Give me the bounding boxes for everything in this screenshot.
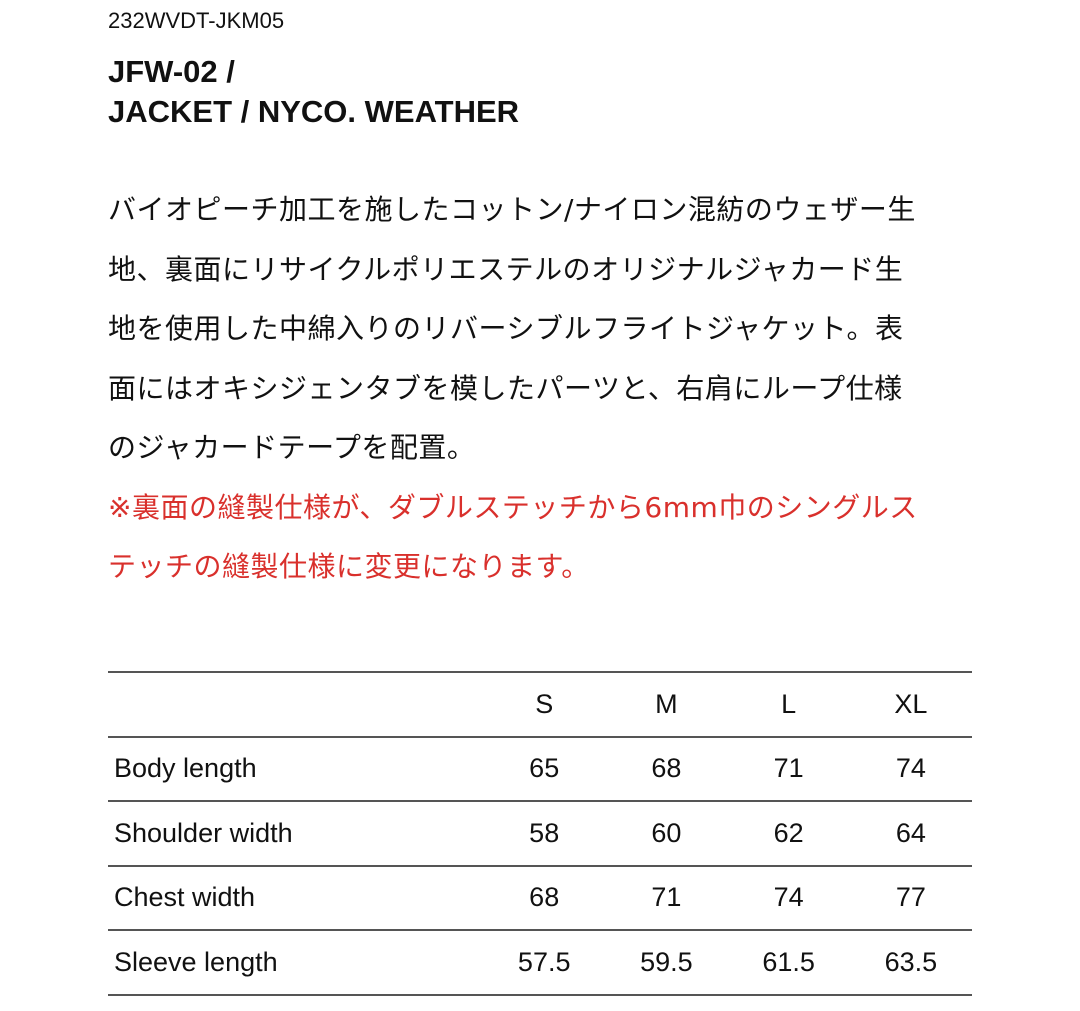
measurement-label: Shoulder width xyxy=(108,801,484,867)
size-row: Chest width 68 71 74 77 xyxy=(108,865,972,931)
description-line: 地、裏面にリサイクルポリエステルのオリジナルジャカード生 xyxy=(108,252,904,286)
description-line: 地を使用した中綿入りのリバーシブルフライトジャケット。表 xyxy=(108,312,904,345)
size-row: Sleeve length 57.5 59.5 61.5 63.5 xyxy=(108,930,972,996)
product-description: バイオピーチ加工を施したコットン/ナイロン混紡のウェザー生 地、裏面にリサイクル… xyxy=(108,180,918,597)
size-header-cell: XL xyxy=(849,671,972,738)
measurement-value: 68 xyxy=(605,736,728,802)
size-table: S M L XL Body length 65 68 71 74 Shoulder width 58… xyxy=(108,671,972,996)
measurement-label: Sleeve length xyxy=(108,930,484,996)
measurement-value: 58 xyxy=(483,801,606,867)
measurement-value: 63.5 xyxy=(849,930,972,996)
title-line: JFW-02 / xyxy=(108,54,235,89)
measurement-value: 71 xyxy=(727,736,850,802)
size-header-cell xyxy=(108,671,484,738)
measurement-label: Chest width xyxy=(108,865,484,931)
measurement-value: 64 xyxy=(849,801,972,867)
size-header-cell: L xyxy=(727,671,850,738)
measurement-value: 71 xyxy=(605,865,728,931)
product-title: JFW-02 / JACKET / NYCO. WEATHER xyxy=(108,52,519,132)
title-line: JACKET / NYCO. WEATHER xyxy=(108,94,520,129)
description-line: 面にはオキシジェンタブを模したパーツと、右肩にループ仕様 xyxy=(108,371,903,405)
size-header-cell: M xyxy=(605,671,728,738)
measurement-value: 74 xyxy=(727,865,850,931)
size-row: Shoulder width 58 60 62 64 xyxy=(108,801,972,867)
measurement-value: 74 xyxy=(849,736,972,802)
description-line: バイオピーチ加工を施したコットン/ナイロン混紡のウェザー生 xyxy=(108,193,916,226)
measurement-value: 68 xyxy=(483,865,606,931)
measurement-value: 65 xyxy=(483,736,606,802)
notice-line: テッチの縫製仕様に変更になります。 xyxy=(108,550,590,583)
measurement-label: Body length xyxy=(108,736,484,802)
measurement-value: 62 xyxy=(727,801,850,867)
measurement-value: 60 xyxy=(605,801,728,867)
size-header-cell: S xyxy=(483,671,606,738)
measurement-value: 59.5 xyxy=(605,930,728,996)
measurement-value: 77 xyxy=(849,865,972,931)
product-code: 232WVDT-JKM05 xyxy=(108,8,285,33)
size-row: Body length 65 68 71 74 xyxy=(108,736,972,802)
measurement-value: 57.5 xyxy=(483,930,606,996)
notice-line: ※裏面の縫製仕様が、ダブルステッチから6mm巾のシングルス xyxy=(108,490,918,524)
measurement-value: 61.5 xyxy=(727,930,850,996)
size-header-row: S M L XL xyxy=(108,671,972,738)
description-line: のジャカードテープを配置。 xyxy=(108,431,476,464)
